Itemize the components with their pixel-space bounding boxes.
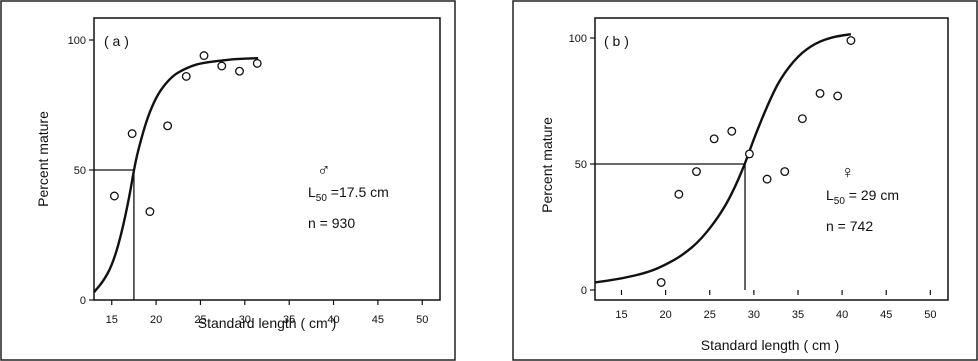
panel-b-label: ( b ) <box>604 33 629 49</box>
data-point <box>252 58 262 68</box>
data-point <box>235 66 244 76</box>
chart-b-curve-group <box>594 33 852 290</box>
data-point <box>163 121 173 131</box>
data-point <box>797 114 807 124</box>
chart-a-ylabel: Percent mature <box>35 111 51 207</box>
panel-a-sex-symbol: ♂ <box>317 160 331 180</box>
x-tick-label: 50 <box>416 314 428 326</box>
x-tick-label: 35 <box>792 309 804 321</box>
data-point <box>744 149 754 159</box>
x-tick-label: 50 <box>924 309 936 321</box>
data-point <box>217 61 227 71</box>
panel-b-n-annotation: n = 742 <box>826 218 873 234</box>
panel-a-frame <box>0 0 456 361</box>
data-point <box>846 36 856 45</box>
data-point <box>127 129 137 139</box>
chart-panel-a: 15 20 25 30 35 40 45 50 0 50 100 ( a ) ♂ L50 =17.5… <box>0 0 456 361</box>
data-point <box>692 167 701 177</box>
panel-a-l50-value: =17.5 cm <box>327 184 389 200</box>
panel-a-label: ( a ) <box>104 33 129 49</box>
panel-b-l50-annotation: L50 = 29 cm <box>826 187 899 207</box>
panel-b-l50-subscript: 50 <box>834 196 846 207</box>
plot-b-frame <box>594 17 949 301</box>
chart-b-ylabel: Percent mature <box>539 117 555 213</box>
data-point <box>674 189 684 199</box>
x-tick-label: 45 <box>880 309 892 321</box>
x-tick-label: 25 <box>704 309 716 321</box>
panel-a-n-annotation: n = 930 <box>308 215 355 231</box>
x-tick-label: 20 <box>150 314 162 326</box>
data-point <box>656 277 666 287</box>
x-tick-label: 45 <box>372 314 384 326</box>
x-tick-label: 40 <box>327 314 339 326</box>
y-tick-label: 100 <box>569 33 587 45</box>
data-point <box>833 91 843 101</box>
data-point <box>762 174 772 184</box>
data-point <box>181 71 191 81</box>
panel-a-l50-subscript: 50 <box>316 193 328 204</box>
x-tick-label: 15 <box>615 309 627 321</box>
data-point <box>727 126 737 136</box>
panel-a-l50-letter: L <box>308 184 316 200</box>
panel-b-frame <box>512 0 978 361</box>
data-point <box>780 167 790 177</box>
x-tick-label: 15 <box>106 314 118 326</box>
x-tick-label: 35 <box>283 314 295 326</box>
y-tick-label: 50 <box>74 165 86 177</box>
chart-a-points-group <box>109 51 262 217</box>
y-tick-label: 100 <box>68 35 86 47</box>
x-tick-label: 40 <box>836 309 848 321</box>
y-tick-label: 50 <box>575 159 587 171</box>
maturity-curve-line <box>594 33 852 284</box>
chart-b-points-group <box>656 36 856 287</box>
panel-b-l50-letter: L <box>826 187 834 203</box>
maturity-curve-line <box>93 57 259 293</box>
x-tick-label: 30 <box>748 309 760 321</box>
panel-b-l50-value: = 29 cm <box>845 187 899 203</box>
x-tick-label: 25 <box>194 314 206 326</box>
chart-b-ticks: 15 20 25 30 35 40 45 50 0 50 100 <box>569 33 937 321</box>
panel-b-sex-symbol: ♀ <box>841 162 855 182</box>
chart-panel-b: 15 20 25 30 35 40 45 50 0 50 100 ( b ) ♀ L50 = 29 … <box>512 0 978 361</box>
data-point <box>815 88 825 98</box>
data-point <box>199 51 209 61</box>
x-tick-label: 30 <box>239 314 251 326</box>
y-tick-label: 0 <box>581 285 587 297</box>
plot-a-frame <box>93 17 441 301</box>
chart-b-xlabel: Standard length ( cm ) <box>701 337 840 353</box>
data-point <box>709 134 719 144</box>
data-point <box>109 191 119 201</box>
x-tick-label: 20 <box>659 309 671 321</box>
chart-a-curve-group <box>93 57 259 300</box>
data-point <box>145 207 155 217</box>
chart-a-ticks: 15 20 25 30 35 40 45 50 0 50 100 <box>68 35 429 326</box>
chart-a-xlabel: Standard length ( cm ) <box>198 315 337 331</box>
panel-a-l50-annotation: L50 =17.5 cm <box>308 184 389 204</box>
y-tick-label: 0 <box>80 295 86 307</box>
